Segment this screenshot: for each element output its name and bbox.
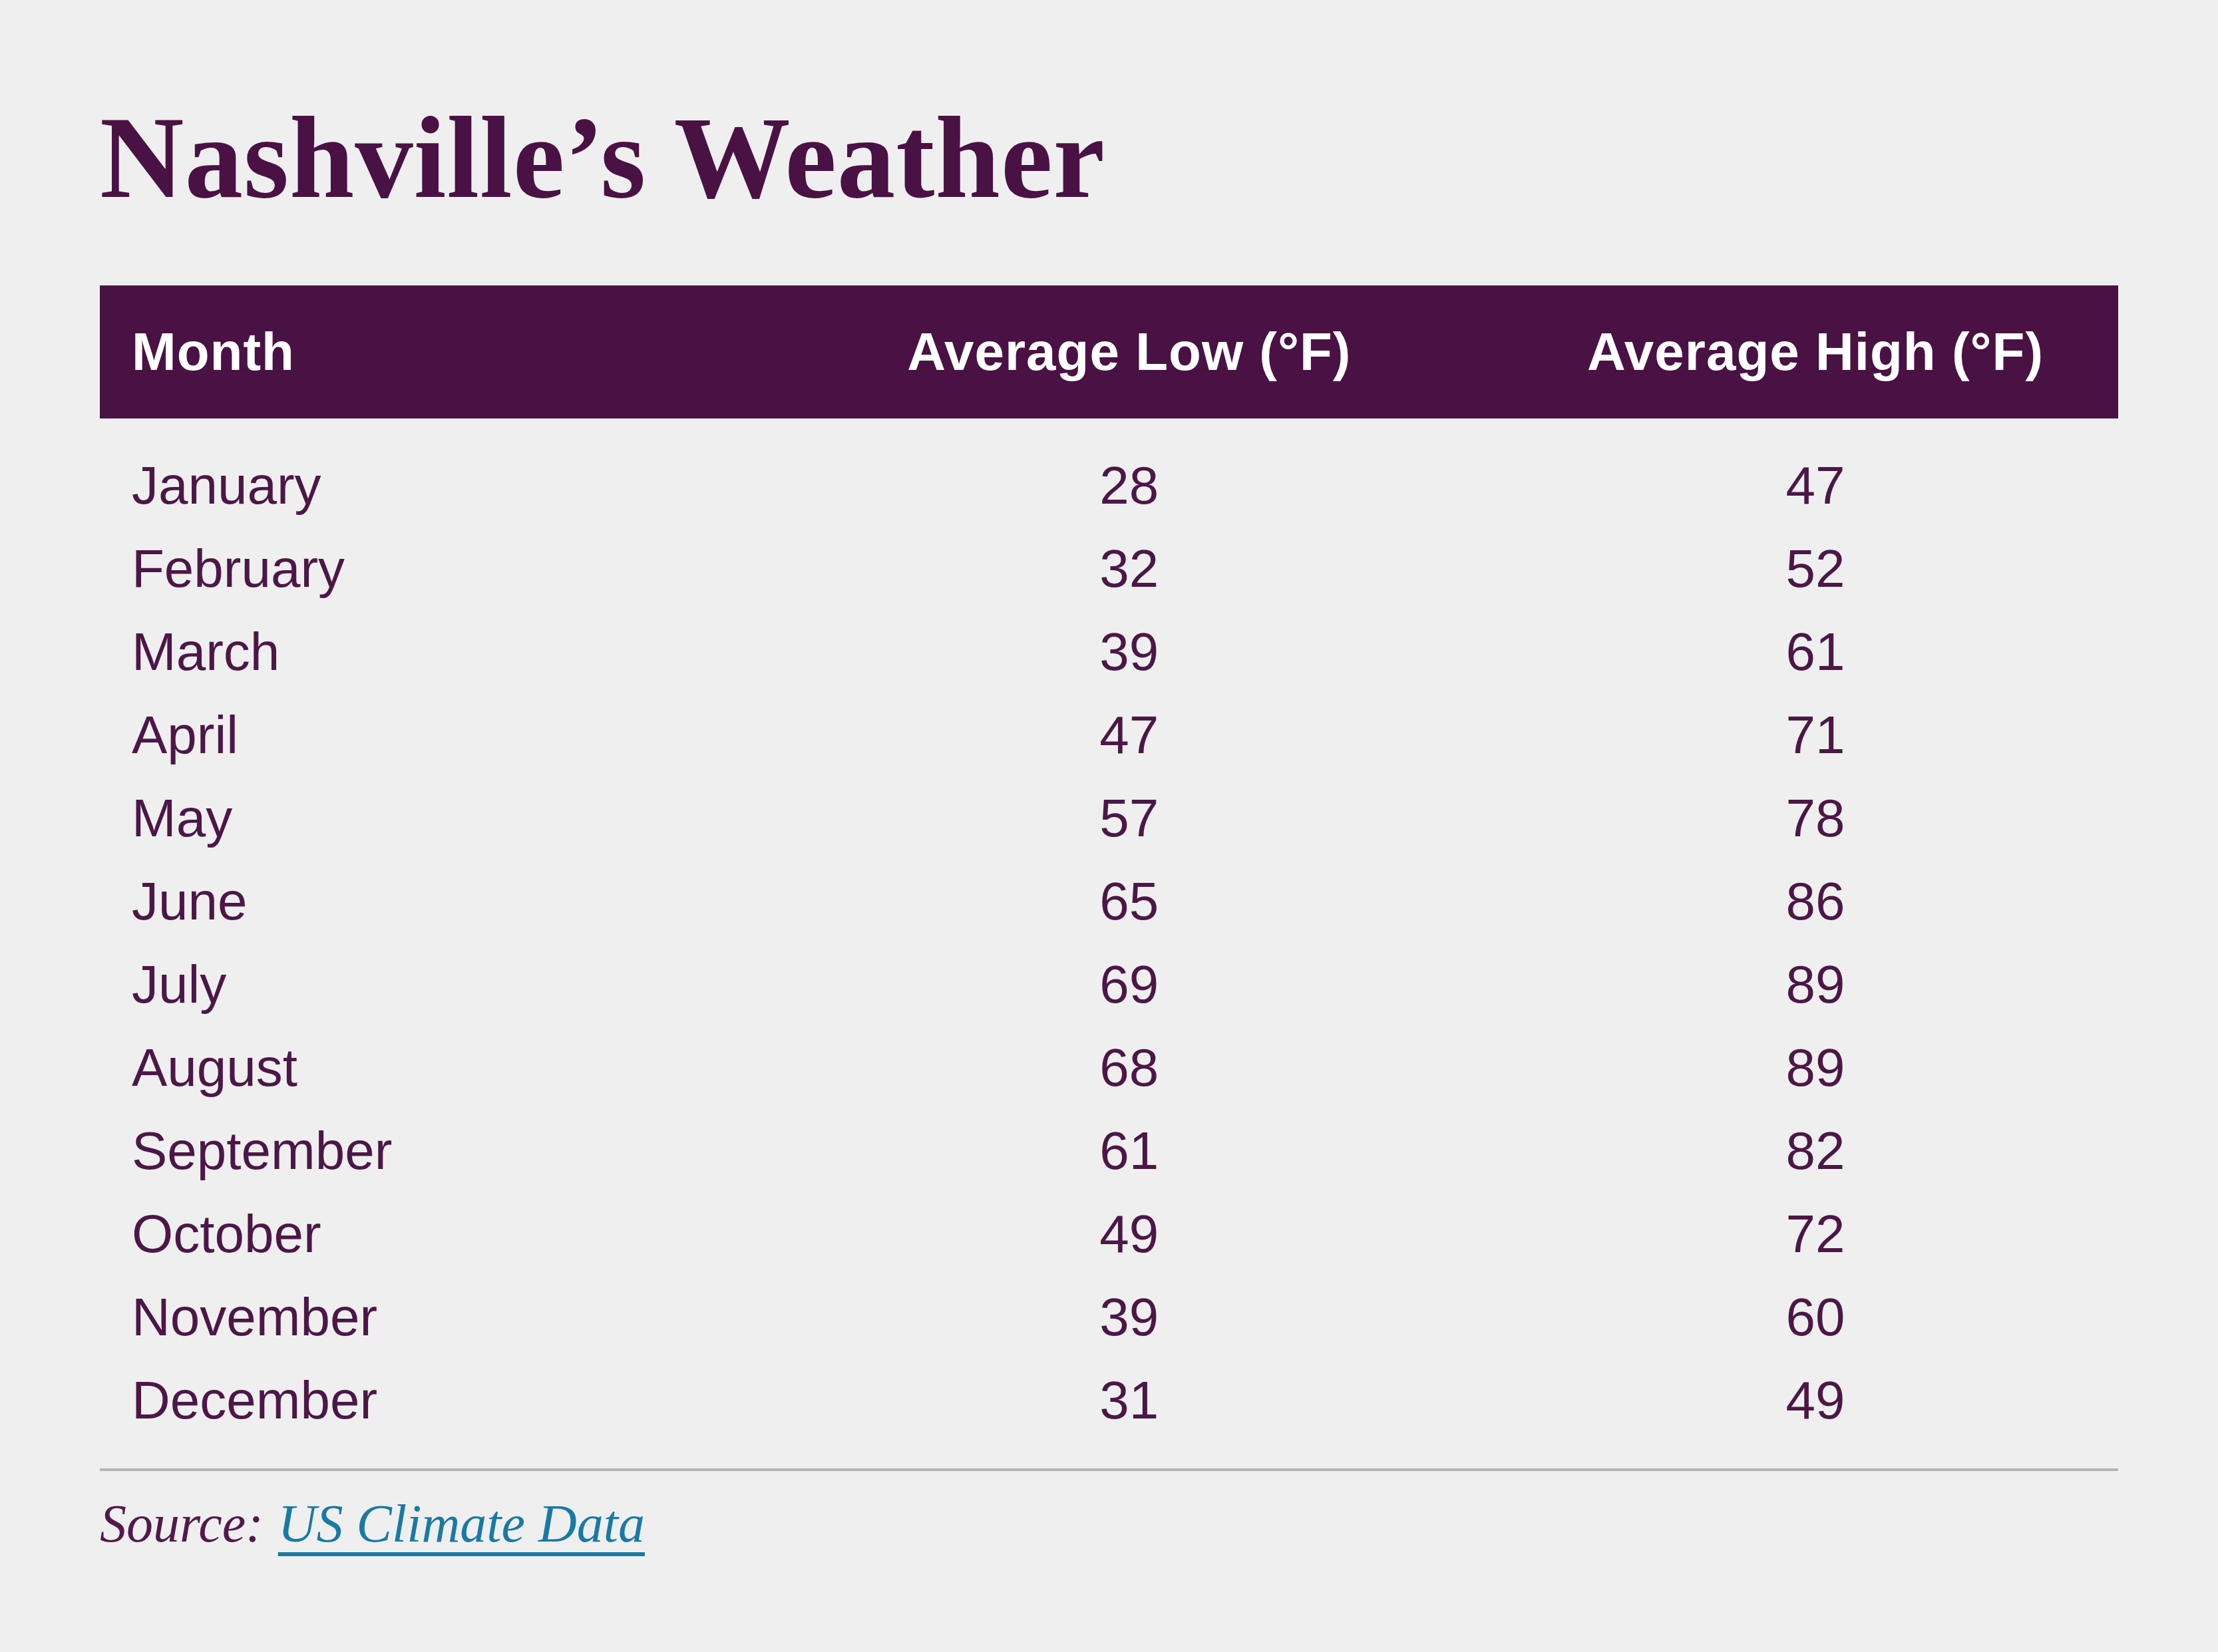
month-cell: February xyxy=(100,527,746,610)
avg-high-cell: 78 xyxy=(1513,776,2118,860)
table-row: June 65 86 xyxy=(100,860,2118,943)
avg-high-cell: 49 xyxy=(1513,1359,2118,1442)
month-cell: September xyxy=(100,1109,746,1192)
avg-low-cell: 28 xyxy=(746,418,1513,527)
table-row: December 31 49 xyxy=(100,1359,2118,1442)
avg-high-cell: 72 xyxy=(1513,1192,2118,1275)
table-row: January 28 47 xyxy=(100,418,2118,527)
month-cell: October xyxy=(100,1192,746,1275)
month-cell: November xyxy=(100,1275,746,1359)
avg-low-cell: 47 xyxy=(746,693,1513,776)
table-row: February 32 52 xyxy=(100,527,2118,610)
avg-high-cell: 89 xyxy=(1513,943,2118,1026)
infographic-page: Nashville’s Weather Month Average Low (°… xyxy=(0,0,2218,1652)
page-title: Nashville’s Weather xyxy=(100,0,2118,216)
avg-low-cell: 32 xyxy=(746,527,1513,610)
avg-high-cell: 89 xyxy=(1513,1026,2118,1109)
table-row: August 68 89 xyxy=(100,1026,2118,1109)
table-row: April 47 71 xyxy=(100,693,2118,776)
column-header-average-low: Average Low (°F) xyxy=(746,285,1513,418)
month-cell: January xyxy=(100,418,746,527)
month-cell: December xyxy=(100,1359,746,1442)
avg-low-cell: 61 xyxy=(746,1109,1513,1192)
source-label: Source: xyxy=(100,1494,264,1553)
avg-high-cell: 86 xyxy=(1513,860,2118,943)
avg-low-cell: 65 xyxy=(746,860,1513,943)
avg-high-cell: 47 xyxy=(1513,418,2118,527)
month-cell: June xyxy=(100,860,746,943)
avg-low-cell: 31 xyxy=(746,1359,1513,1442)
avg-low-cell: 49 xyxy=(746,1192,1513,1275)
table-row: November 39 60 xyxy=(100,1275,2118,1359)
table-header-row: Month Average Low (°F) Average High (°F) xyxy=(100,285,2118,418)
weather-table: Month Average Low (°F) Average High (°F)… xyxy=(100,285,2118,1442)
table-row: May 57 78 xyxy=(100,776,2118,860)
avg-low-cell: 39 xyxy=(746,610,1513,693)
table-row: October 49 72 xyxy=(100,1192,2118,1275)
divider-line xyxy=(100,1468,2118,1471)
column-header-average-high: Average High (°F) xyxy=(1513,285,2118,418)
table-row: September 61 82 xyxy=(100,1109,2118,1192)
month-cell: August xyxy=(100,1026,746,1109)
month-cell: March xyxy=(100,610,746,693)
month-cell: May xyxy=(100,776,746,860)
month-cell: July xyxy=(100,943,746,1026)
avg-high-cell: 61 xyxy=(1513,610,2118,693)
month-cell: April xyxy=(100,693,746,776)
table-row: July 69 89 xyxy=(100,943,2118,1026)
avg-high-cell: 71 xyxy=(1513,693,2118,776)
table-row: March 39 61 xyxy=(100,610,2118,693)
avg-low-cell: 39 xyxy=(746,1275,1513,1359)
avg-high-cell: 52 xyxy=(1513,527,2118,610)
column-header-month: Month xyxy=(100,285,746,418)
avg-low-cell: 68 xyxy=(746,1026,1513,1109)
avg-high-cell: 60 xyxy=(1513,1275,2118,1359)
avg-low-cell: 69 xyxy=(746,943,1513,1026)
source-line: Source:US Climate Data xyxy=(100,1494,2118,1554)
source-link[interactable]: US Climate Data xyxy=(278,1494,645,1553)
avg-high-cell: 82 xyxy=(1513,1109,2118,1192)
avg-low-cell: 57 xyxy=(746,776,1513,860)
